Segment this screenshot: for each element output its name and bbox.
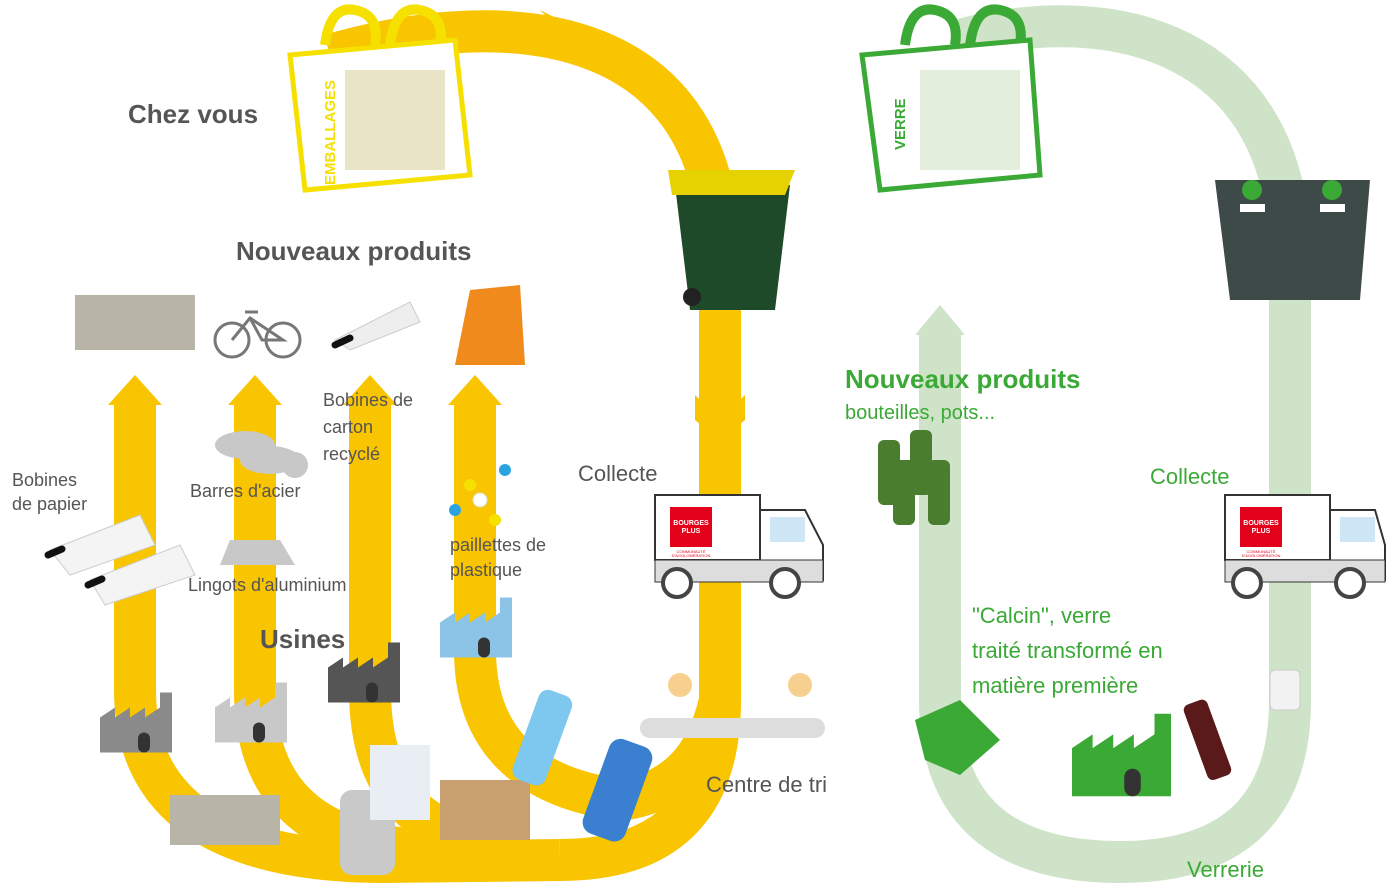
glassworks-label: Verrerie xyxy=(1187,857,1264,882)
glassworks-factory xyxy=(1072,714,1182,797)
wheelie-bin xyxy=(668,170,795,310)
collection-label: Collecte xyxy=(578,461,657,486)
new-products-detail: bouteilles, pots... xyxy=(845,402,995,424)
glass-containers xyxy=(1215,180,1370,300)
arrowhead xyxy=(108,375,162,405)
new-products-title: Nouveaux produits xyxy=(236,236,471,266)
arrowhead xyxy=(448,375,502,405)
bag-label: EMBALLAGES xyxy=(322,80,339,185)
milk-carton xyxy=(370,745,430,820)
recycling-diagram: EMBALLAGES xyxy=(0,0,1389,886)
paper-line: Bobines xyxy=(12,470,77,490)
factories-label: Usines xyxy=(260,624,345,654)
aluminium-label: Lingots d'aluminium xyxy=(188,575,347,595)
wine-bottle xyxy=(1182,698,1233,782)
cullet-line: traité transformé en xyxy=(972,638,1163,663)
bicycle xyxy=(215,312,300,357)
steel-label: Barres d'acier xyxy=(190,481,300,501)
newspapers xyxy=(170,795,280,845)
bag-label: VERRE xyxy=(892,98,909,150)
home-label: Chez vous xyxy=(128,99,258,129)
cardboard-line: Bobines de xyxy=(323,390,413,410)
cullet-line: matière première xyxy=(972,673,1138,698)
truck-brand: PLUS xyxy=(1252,528,1271,535)
steel-bars xyxy=(215,431,308,478)
cardboard-line: carton xyxy=(323,417,373,437)
arrowhead xyxy=(228,375,282,405)
conveyor xyxy=(640,718,825,738)
truck-brand: BOURGES xyxy=(673,520,709,527)
packaging-bag: EMBALLAGES xyxy=(290,9,470,190)
bag-illustration xyxy=(345,70,445,170)
truck-brand: BOURGES xyxy=(1243,520,1279,527)
plastic-line: paillettes de xyxy=(450,535,546,555)
paper-line: de papier xyxy=(12,494,87,514)
jacket xyxy=(455,285,525,365)
truck-brand: PLUS xyxy=(682,528,701,535)
aluminium-ingot xyxy=(220,540,295,565)
truck-tagline: D'AGGLOMÉRATION xyxy=(672,553,711,558)
newspapers xyxy=(75,295,195,350)
arrowhead xyxy=(915,305,965,335)
new-products-title: Nouveaux produits xyxy=(845,364,1080,394)
plastic-line: plastique xyxy=(450,560,522,580)
paper-label: Bobines de papier xyxy=(12,470,87,514)
bin-wheel xyxy=(683,288,701,306)
sorting-center-label: Centre de tri xyxy=(706,772,827,797)
cardboard xyxy=(440,780,530,840)
cullet-label: "Calcin", verre traité transformé en matiè… xyxy=(972,603,1163,698)
truck-tagline: D'AGGLOMÉRATION xyxy=(1242,553,1281,558)
cardboard-line: recyclé xyxy=(323,444,380,464)
cardboard-label: Bobines de carton recyclé xyxy=(323,390,413,464)
collection-label: Collecte xyxy=(1150,464,1229,489)
bin-lid xyxy=(668,170,795,195)
cullet-line: "Calcin", verre xyxy=(972,603,1111,628)
jar xyxy=(1270,670,1300,710)
